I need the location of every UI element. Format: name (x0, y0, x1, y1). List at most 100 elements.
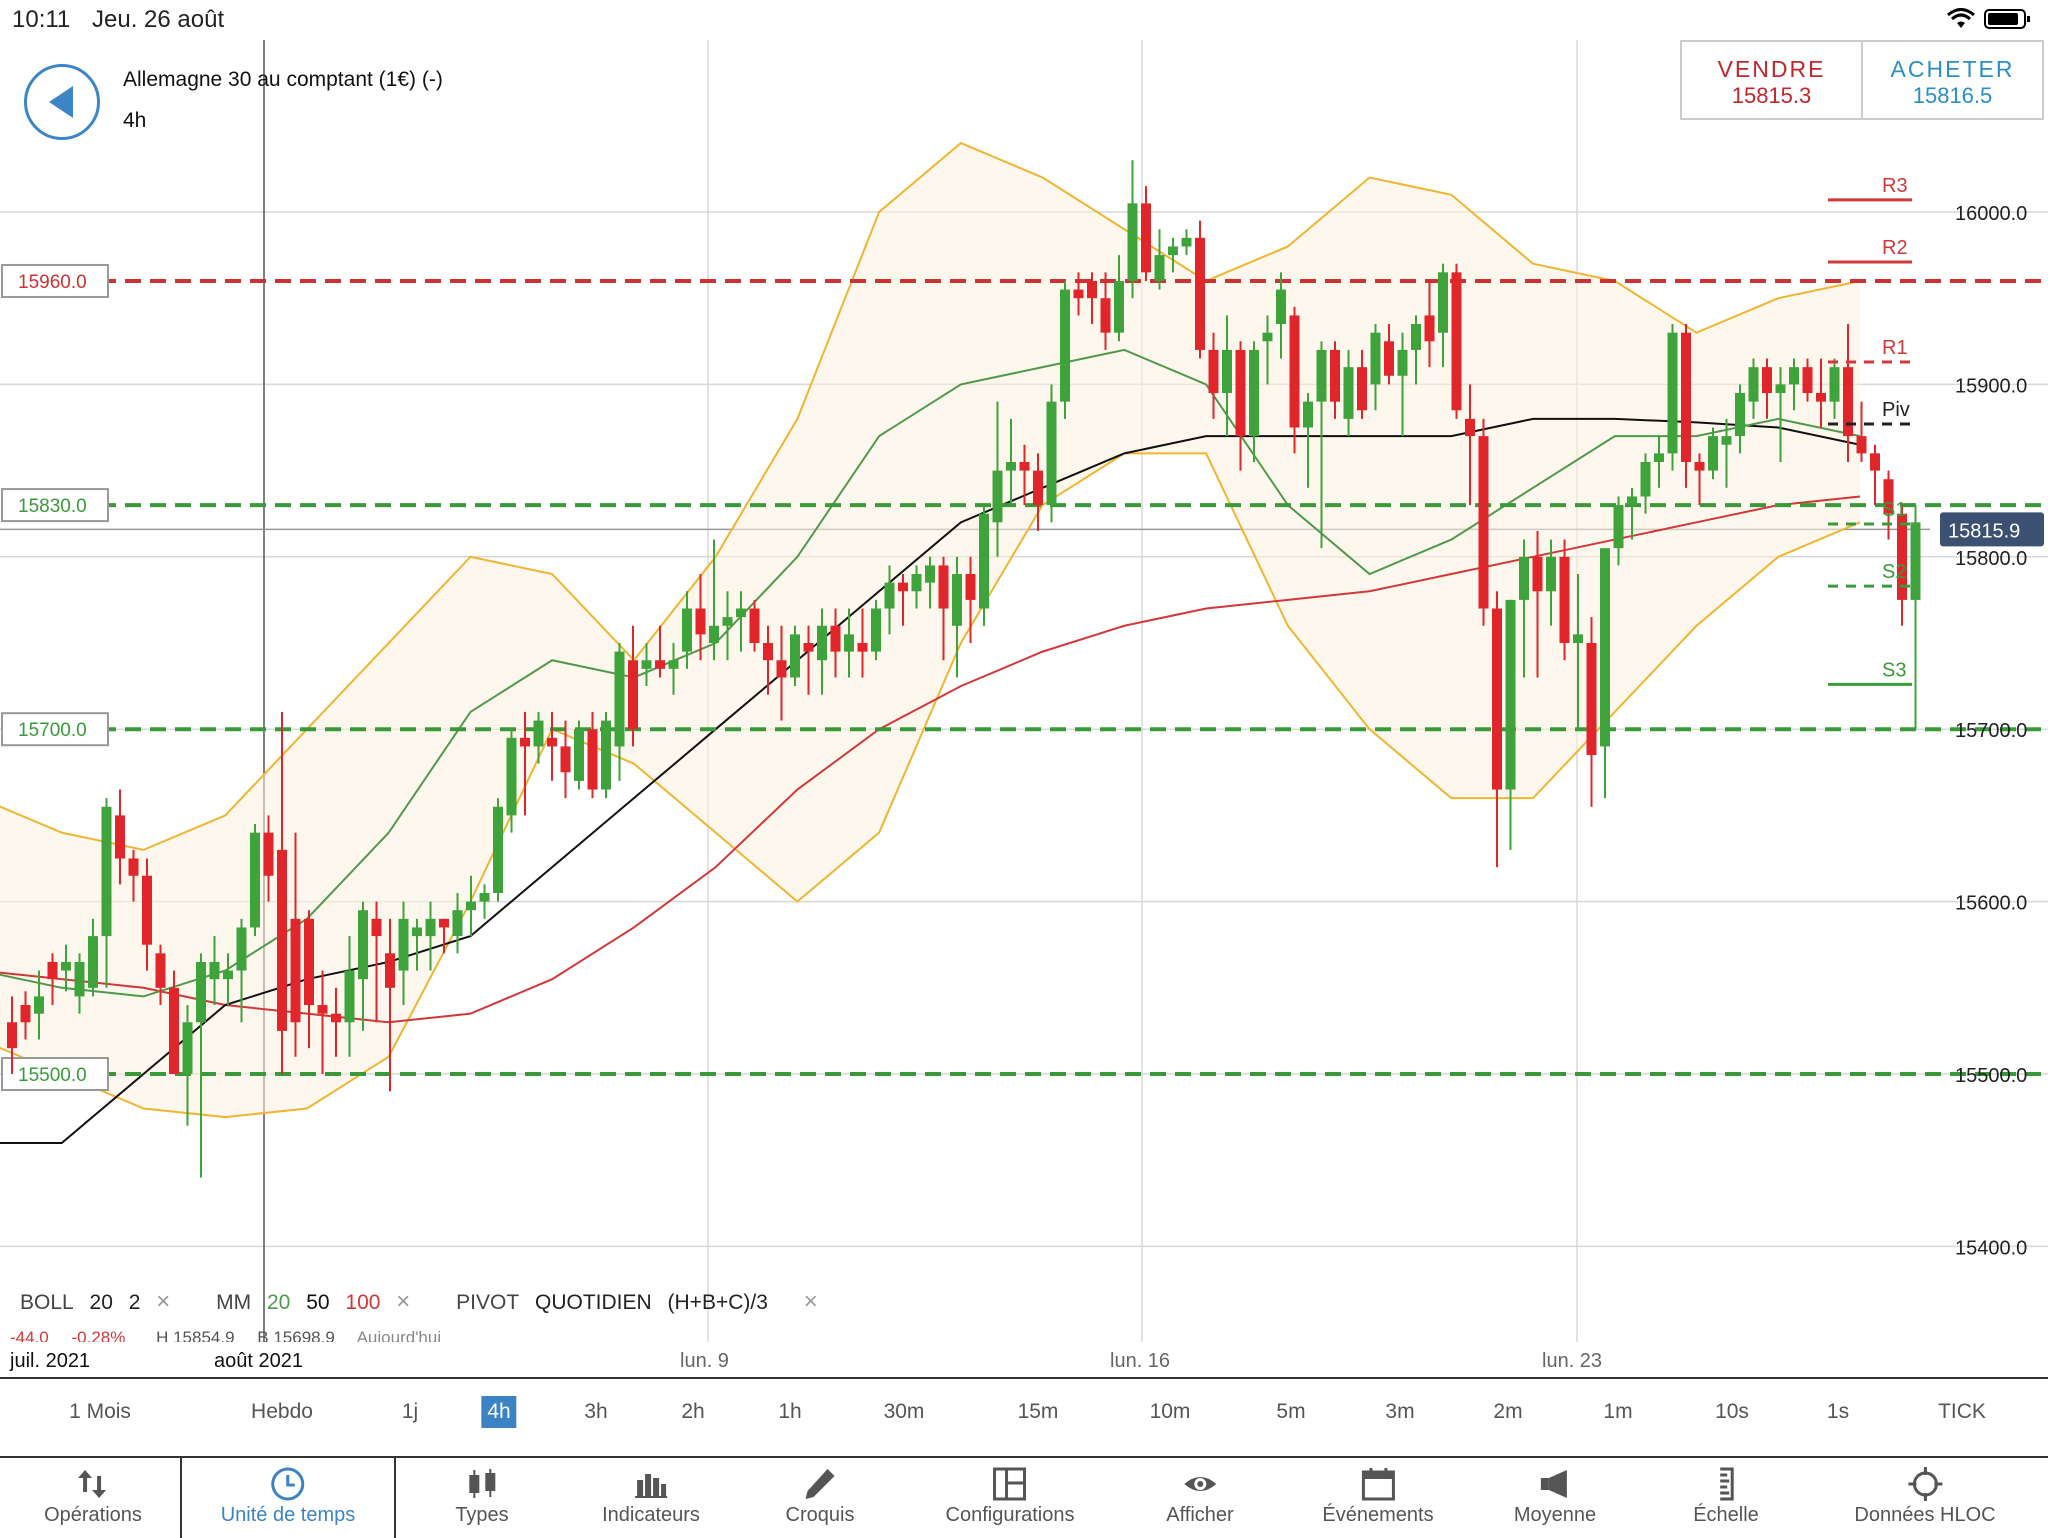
operations-button[interactable]: Opérations (44, 1458, 142, 1536)
pivot-label: R3 (1882, 175, 1908, 197)
candle-body (803, 643, 814, 652)
candle-body (1451, 272, 1462, 411)
pivot-formula: (H+B+C)/3 (667, 1291, 768, 1314)
timeframe-10s[interactable]: 10s (1715, 1400, 1749, 1423)
candle-body (1775, 384, 1786, 394)
timeframe-3m[interactable]: 3m (1385, 1400, 1415, 1423)
timeframe-2h[interactable]: 2h (681, 1400, 705, 1423)
hloc-label: Données HLOC (1854, 1504, 1996, 1526)
candle-body (101, 806, 112, 937)
info-change-pct: -0.28% (71, 1328, 126, 1342)
configurations-button[interactable]: Configurations (946, 1458, 1074, 1536)
timeframe-15m[interactable]: 15m (1017, 1400, 1059, 1423)
timeframe-1j[interactable]: 1j (401, 1400, 419, 1423)
boll-remove-icon[interactable]: × (156, 1288, 171, 1315)
timeframe-2m[interactable]: 2m (1493, 1400, 1523, 1423)
average-button[interactable]: Moyenne (1514, 1458, 1596, 1536)
candle-body (776, 660, 787, 678)
candle-body (668, 660, 679, 669)
candle-body (1357, 367, 1367, 411)
timeframe-1s[interactable]: 1s (1826, 1400, 1850, 1423)
candle-body (1289, 315, 1300, 428)
date-label-lun9: lun. 9 (680, 1350, 729, 1372)
status-bar: 10:11 Jeu. 26 août (0, 0, 2048, 40)
y-tick-label: 15800.0 (1955, 548, 2027, 570)
candle-body (1006, 461, 1016, 471)
timeframe-30m[interactable]: 30m (883, 1400, 925, 1423)
candle-body (223, 970, 233, 980)
candle-body (1748, 367, 1759, 402)
indicators-button[interactable]: Indicateurs (602, 1458, 700, 1536)
price-chart[interactable]: 15960.0 15830.0 15700.0 15500.0 R3 R2 R1 Piv S1 S… (0, 0, 2048, 1378)
candle-body (587, 729, 598, 790)
candle-body (614, 651, 625, 747)
candle-body (412, 927, 422, 937)
candle-body (574, 729, 584, 781)
scale-label: Échelle (1693, 1504, 1759, 1526)
candle-body (155, 953, 166, 988)
timeframe-1m[interactable]: 1m (1603, 1400, 1633, 1423)
level-tag (1, 488, 109, 523)
calendar-icon (1361, 1468, 1395, 1501)
display-label: Afficher (1166, 1504, 1234, 1526)
pivot-remove-icon[interactable]: × (803, 1288, 818, 1315)
events-button[interactable]: Événements (1322, 1458, 1434, 1536)
date-label-aout: août 2021 (214, 1350, 303, 1372)
info-high: H 15854.9 (156, 1328, 235, 1342)
timeframe-hebdo[interactable]: Hebdo (251, 1400, 313, 1423)
candle-body (641, 660, 652, 669)
candle-body (1505, 599, 1516, 790)
candle-body (520, 737, 530, 747)
candle-body (601, 720, 611, 790)
candle-body (1559, 556, 1570, 643)
back-button[interactable] (24, 64, 100, 140)
candle-body (533, 720, 544, 747)
buy-button[interactable]: ACHETER 15816.5 (1861, 42, 2042, 118)
timeframe-3h[interactable]: 3h (584, 1400, 608, 1423)
candle-body (938, 565, 949, 609)
candle-body (1303, 401, 1313, 428)
sell-button[interactable]: VENDRE 15815.3 (1682, 42, 1861, 118)
hloc-button[interactable]: Données HLOC (1854, 1458, 1996, 1536)
candle-body (1114, 280, 1124, 333)
candle-body (1465, 418, 1475, 437)
candle-body (493, 806, 503, 893)
candle-body (1127, 203, 1138, 281)
candle-body (1154, 255, 1165, 281)
y-tick-label: 15400.0 (1955, 1237, 2027, 1259)
candle-body (1492, 608, 1502, 790)
timeframe-5m[interactable]: 5m (1276, 1400, 1306, 1423)
candle-body (1816, 393, 1826, 402)
candle-body (1384, 341, 1394, 376)
timeframe-tick[interactable]: TICK (1938, 1400, 1986, 1423)
timeframe-10m[interactable]: 10m (1149, 1400, 1191, 1423)
buy-label: ACHETER (1890, 56, 2015, 82)
candle-body (1370, 332, 1381, 385)
candle-body (1762, 367, 1772, 394)
candle-body (1033, 470, 1043, 506)
date-axis: juil. 2021 août 2021 lun. 9 lun. 16 lun.… (0, 1342, 2048, 1380)
candle-body (736, 608, 746, 618)
scale-button[interactable]: Échelle (1693, 1458, 1759, 1536)
types-button[interactable]: Types (455, 1458, 509, 1536)
timeframe-1h[interactable]: 1h (778, 1400, 802, 1423)
level-label: 15700.0 (18, 720, 87, 741)
candle-body (236, 927, 247, 971)
candle-body (992, 470, 1003, 523)
candle-body (1397, 349, 1408, 376)
mm-remove-icon[interactable]: × (396, 1288, 411, 1315)
timeunit-button[interactable]: Unité de temps (221, 1458, 355, 1536)
candle-body (1573, 634, 1583, 643)
candle-body (1883, 479, 1894, 514)
level-label: 15500.0 (18, 1065, 87, 1086)
timeframe-1-mois[interactable]: 1 Mois (69, 1400, 131, 1423)
candle-body (61, 961, 71, 971)
candle-body (547, 737, 557, 747)
display-button[interactable]: Afficher (1166, 1458, 1234, 1536)
sketch-button[interactable]: Croquis (786, 1458, 854, 1536)
timeframe-4h[interactable]: 4h (481, 1396, 517, 1428)
candle-body (1316, 349, 1327, 402)
pivot-label: R2 (1882, 237, 1908, 259)
candle-body (506, 737, 517, 816)
candle-body (709, 625, 719, 643)
